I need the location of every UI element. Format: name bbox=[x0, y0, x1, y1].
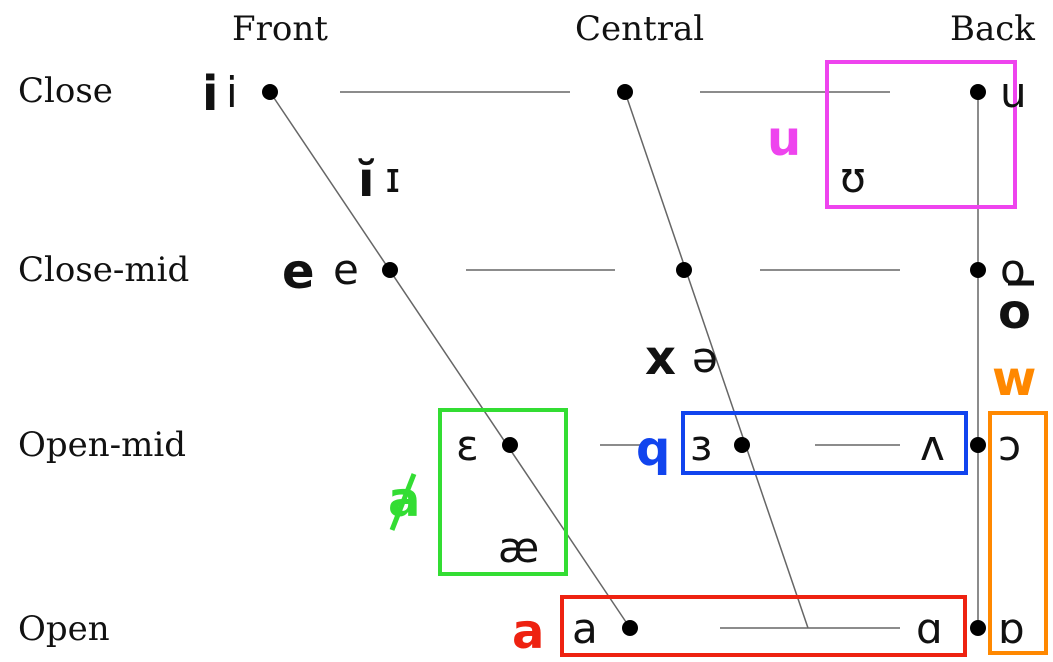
trans-q: q bbox=[636, 421, 670, 477]
ipa-U: ʊ bbox=[840, 153, 866, 202]
ipa-schwa: ə bbox=[692, 333, 718, 382]
trans-a: a bbox=[512, 604, 544, 660]
trans-i: i bbox=[202, 66, 218, 122]
row-open-mid: Open-mid bbox=[18, 425, 186, 465]
trans-e: e bbox=[282, 244, 315, 300]
ipa-script-a: ɑ bbox=[916, 604, 943, 653]
ipa-E: ɛ bbox=[456, 421, 479, 470]
dot-central-close bbox=[617, 84, 633, 100]
struck-a: a bbox=[388, 472, 420, 531]
dot-front-open bbox=[622, 620, 638, 636]
ae-box bbox=[438, 408, 568, 576]
dot-central-open-mid bbox=[734, 437, 750, 453]
strike-line bbox=[389, 473, 417, 531]
row-close-mid: Close-mid bbox=[18, 250, 189, 290]
ipa-e: e bbox=[333, 245, 359, 294]
dot-back-close-mid bbox=[970, 262, 986, 278]
dot-back-close bbox=[970, 84, 986, 100]
w-box bbox=[988, 411, 1048, 655]
trans-schwa: x bbox=[645, 330, 676, 386]
ipa-u: u bbox=[1000, 68, 1027, 117]
column-back: Back bbox=[950, 9, 1035, 49]
ipa-open-o: ɔ bbox=[998, 421, 1021, 470]
dot-back-open-mid bbox=[970, 437, 986, 453]
front-edge-line bbox=[269, 91, 631, 629]
ipa-caret: ʌ bbox=[920, 421, 945, 470]
ipa-a: a bbox=[572, 604, 598, 653]
row-close: Close bbox=[18, 71, 113, 111]
central-line bbox=[624, 91, 809, 629]
ipa-turned-script-a: ɒ bbox=[998, 604, 1025, 653]
row-open: Open bbox=[18, 609, 110, 649]
trans-I: ĭ bbox=[358, 152, 375, 208]
ipa-ae: æ bbox=[498, 523, 539, 572]
q-box bbox=[681, 411, 968, 475]
trans-w: w bbox=[992, 351, 1036, 407]
dot-front-open-mid bbox=[502, 437, 518, 453]
ipa-o: o bbox=[1000, 245, 1026, 294]
ipa-rev-e: ɜ bbox=[690, 421, 712, 470]
u-box bbox=[825, 60, 1017, 209]
ipa-i: i bbox=[226, 68, 238, 117]
dot-front-close-mid bbox=[382, 262, 398, 278]
trans-o: o bbox=[998, 284, 1031, 340]
dot-back-open bbox=[970, 620, 986, 636]
dot-central-close-mid bbox=[676, 262, 692, 278]
dot-front-close bbox=[262, 84, 278, 100]
column-front: Front bbox=[232, 9, 328, 49]
ipa-I: ɪ bbox=[385, 153, 401, 202]
a-box bbox=[560, 595, 967, 657]
trans-u: u bbox=[767, 111, 801, 167]
column-central: Central bbox=[575, 9, 704, 49]
